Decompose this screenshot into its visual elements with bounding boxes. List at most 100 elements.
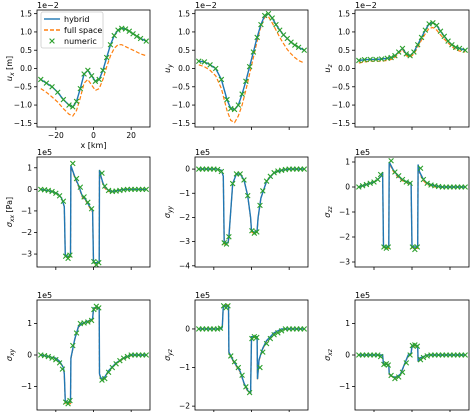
ytick-label: 0 [345,351,350,360]
ytick-label: 0.5 [20,46,32,55]
ylabel-symbol: u [5,76,14,81]
subplot-5: −4 −3 −2 −1 0 1e5 σyy [163,148,309,270]
numeric-marker [263,340,270,347]
numeric-marker [356,57,362,64]
numeric-marker [257,202,263,209]
ylabel-symbol: σ [323,355,332,361]
numeric-marker [65,400,71,407]
numeric-marker [111,32,118,39]
ytick-label: −0.5 [14,82,32,91]
numeric-marker [392,375,398,382]
numeric-marker [288,39,294,45]
numeric-marker [403,51,410,57]
numeric-marker [62,399,69,405]
numeric-marker [60,96,67,103]
numeric-marker [201,59,208,65]
ytick-label: 0 [185,325,190,334]
offset-multiplier: 1e5 [195,291,210,300]
ytick-label: −1 [339,208,350,217]
numeric-marker [273,21,279,28]
numeric-marker [377,171,384,178]
numeric-marker [301,166,308,172]
numeric-marker [254,34,260,41]
ylabel-subscript: xx [9,215,16,224]
numeric-marker [414,343,421,349]
numeric-marker [243,384,249,390]
ytick-label: −3 [339,258,350,267]
xtick-label: 0 [91,131,96,140]
numeric-marker [73,330,80,336]
offset-multiplier: 1e5 [355,148,370,157]
numeric-marker [53,190,59,197]
axes-frame [354,9,470,128]
y-axis-label: σxy [5,348,16,361]
numeric-marker [96,76,102,83]
ytick-label: 1.0 [178,28,190,37]
offset-multiplier: 1e5 [355,291,370,300]
plot-area [37,160,150,267]
ytick-label: −1 [179,363,190,372]
numeric-marker [231,106,238,113]
numeric-marker [231,358,238,365]
ylabel-subscript: zz [327,205,334,213]
ytick-label: 1 [345,319,350,328]
numeric-marker [246,389,253,396]
numeric-marker [54,89,61,96]
numeric-marker [275,330,281,336]
numeric-marker [237,171,243,177]
numeric-marker [449,41,455,48]
numeric-marker [77,85,84,92]
numeric-marker [295,44,302,51]
numeric-marker [214,166,221,173]
legend-label: hybrid [64,15,89,24]
ylabel-symbol: σ [5,355,14,361]
numeric-marker [452,44,459,51]
numeric-marker [407,180,413,187]
y-axis-label: σzz [323,205,334,217]
numeric-marker [250,49,257,55]
offset-multiplier: 1e−2 [37,1,59,10]
numeric-marker [65,255,71,262]
numeric-marker [433,22,440,29]
numeric-marker [426,21,432,27]
series-line-hybrid [198,305,305,394]
numeric-marker [66,102,72,108]
subplot-2: −1.5 −1.0 −0.5 0.0 0.5 1.0 1.5 1e−2 uy [163,1,309,130]
numeric-marker [45,353,52,360]
numeric-marker [437,28,444,34]
numeric-marker [385,244,392,250]
y-axis-label: ux [m] [5,56,16,81]
numeric-marker [73,175,80,182]
ytick-label: −0.5 [332,82,350,91]
series-line-full-space [40,44,147,117]
numeric-marker [99,377,105,383]
numeric-marker [92,78,99,85]
numeric-marker [414,244,421,250]
numeric-marker [88,205,95,212]
ylabel-subscript: xz [327,348,334,357]
ytick-label: 0 [27,351,32,360]
ylabel-subscript: yy [167,205,174,214]
legend-item: numeric [49,37,97,46]
numeric-marker [399,369,406,376]
numeric-marker [102,375,108,382]
numeric-marker [276,27,283,33]
xtick-label: 20 [126,131,136,140]
numeric-marker [95,305,102,311]
ylabel-symbol: σ [5,221,14,227]
numeric-marker [258,21,264,28]
numeric-marker [218,168,225,175]
numeric-marker [265,10,272,17]
numeric-marker [67,252,73,258]
ytick-label: −1 [21,207,32,216]
numeric-marker [456,45,463,52]
ytick-label: 0.0 [338,64,350,73]
ytick-label: −1.0 [332,101,350,110]
ytick-label: −4 [179,261,190,270]
numeric-marker [67,397,73,404]
numeric-marker [375,352,381,358]
subplot-9: −1 0 1 1e5 σxz [323,291,470,412]
numeric-marker [260,349,266,355]
numeric-marker [462,184,468,190]
numeric-marker [122,26,129,32]
